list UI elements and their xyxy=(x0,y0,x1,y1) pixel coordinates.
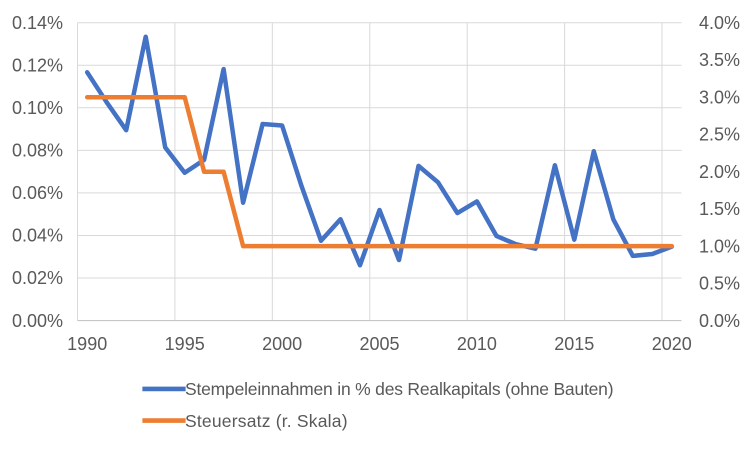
svg-text:0.00%: 0.00% xyxy=(12,311,63,331)
svg-text:3.5%: 3.5% xyxy=(699,50,740,70)
svg-text:1995: 1995 xyxy=(165,334,205,354)
svg-text:2.0%: 2.0% xyxy=(699,162,740,182)
svg-text:0.04%: 0.04% xyxy=(12,226,63,246)
svg-text:0.06%: 0.06% xyxy=(12,183,63,203)
svg-text:2020: 2020 xyxy=(652,334,692,354)
svg-text:0.08%: 0.08% xyxy=(12,141,63,161)
svg-text:2015: 2015 xyxy=(554,334,594,354)
svg-text:1.5%: 1.5% xyxy=(699,199,740,219)
svg-text:0.10%: 0.10% xyxy=(12,98,63,118)
svg-text:4.0%: 4.0% xyxy=(699,13,740,33)
svg-text:Stempeleinnahmen in % des Real: Stempeleinnahmen in % des Realkapitals (… xyxy=(185,379,613,399)
svg-text:1990: 1990 xyxy=(67,334,107,354)
svg-text:0.14%: 0.14% xyxy=(12,13,63,33)
svg-text:1.0%: 1.0% xyxy=(699,236,740,256)
svg-text:2010: 2010 xyxy=(457,334,497,354)
svg-text:0.5%: 0.5% xyxy=(699,274,740,294)
svg-text:3.0%: 3.0% xyxy=(699,87,740,107)
svg-text:2005: 2005 xyxy=(359,334,399,354)
svg-text:2.5%: 2.5% xyxy=(699,125,740,145)
svg-text:2000: 2000 xyxy=(262,334,302,354)
svg-text:0.12%: 0.12% xyxy=(12,56,63,76)
svg-text:0.02%: 0.02% xyxy=(12,268,63,288)
svg-text:Steuersatz (r. Skala): Steuersatz (r. Skala) xyxy=(185,411,348,431)
svg-text:0.0%: 0.0% xyxy=(699,311,740,331)
